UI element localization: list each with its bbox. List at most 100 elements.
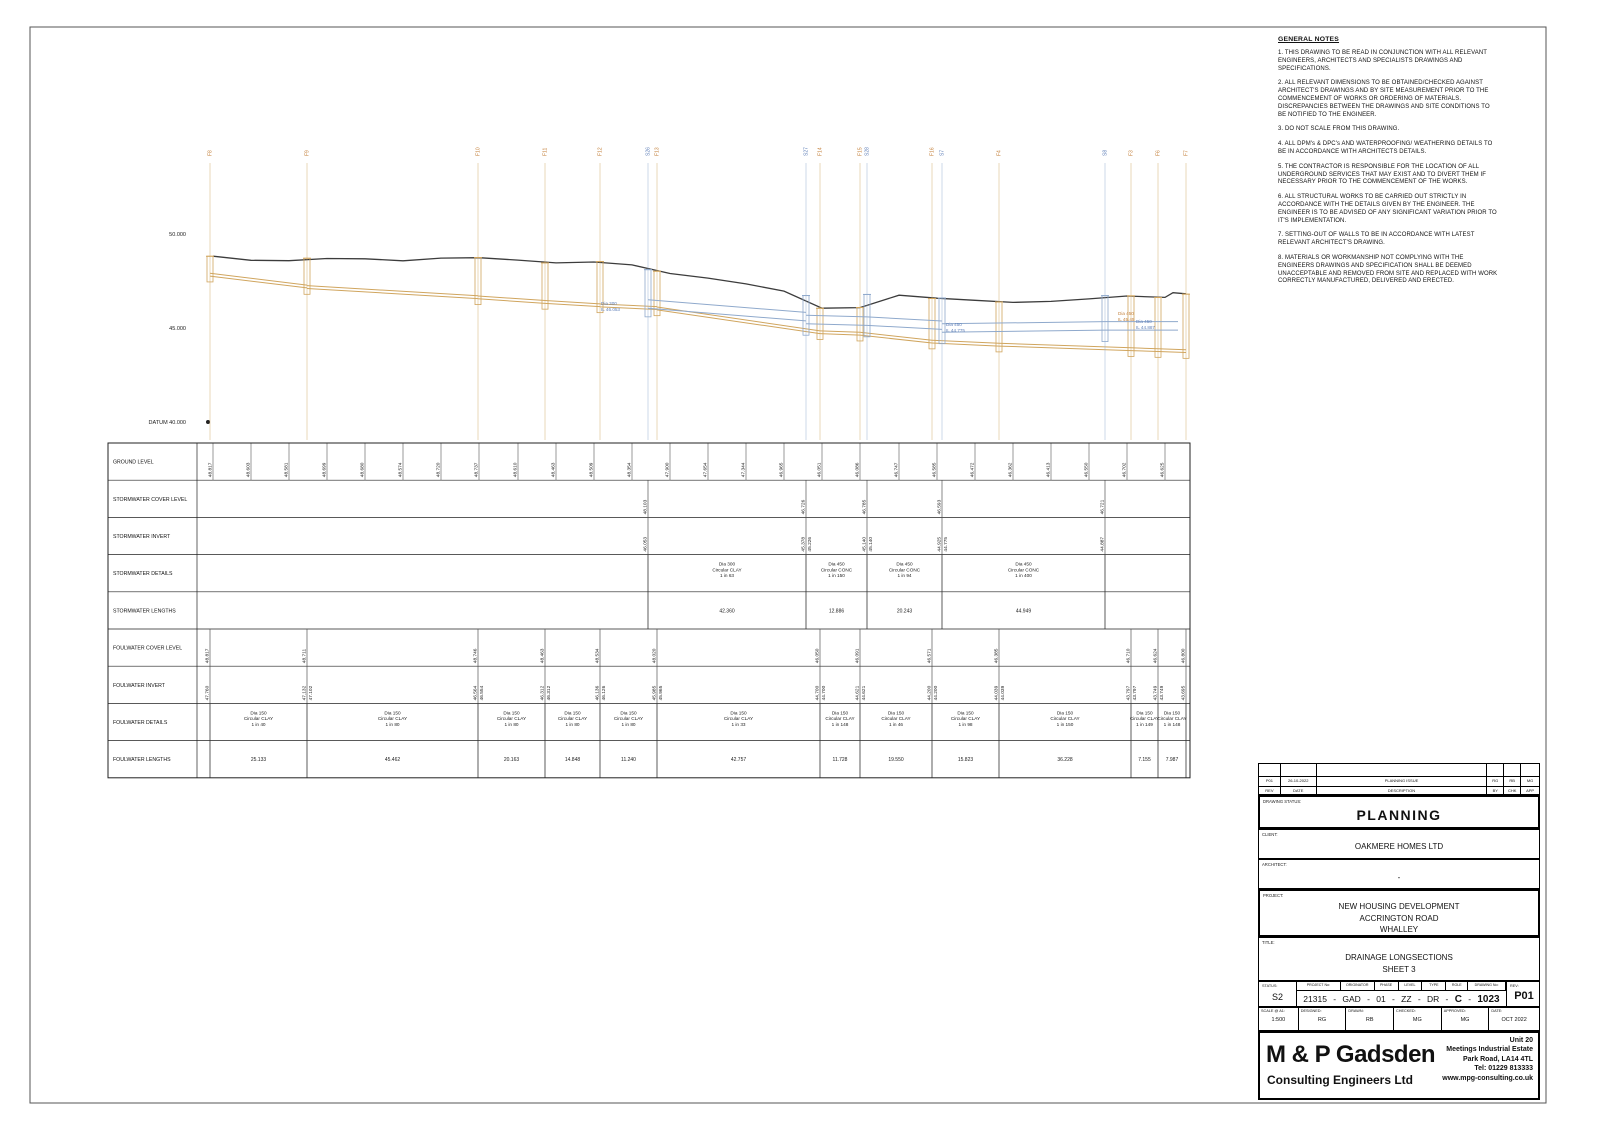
number-part: C: [1454, 993, 1462, 1005]
general-note: 8. MATERIALS OR WORKMANSHIP NOT COMPLYIN…: [1278, 254, 1498, 285]
svg-text:48.463: 48.463: [540, 648, 546, 663]
svg-text:46.747: 46.747: [894, 462, 900, 477]
svg-text:Circular CLAY: Circular CLAY: [497, 716, 527, 721]
project-line: ACCRINGTON ROAD: [1359, 913, 1439, 923]
project-line: WHALLEY: [1379, 925, 1419, 935]
svg-text:46.051: 46.051: [817, 462, 823, 477]
svg-text:47.760: 47.760: [205, 685, 211, 700]
revision-cell: [1259, 764, 1281, 777]
svg-text:45.000: 45.000: [169, 326, 186, 332]
svg-text:F7: F7: [1184, 150, 1190, 156]
revision-cell: RG: [1487, 777, 1505, 787]
general-notes-title: GENERAL NOTES: [1278, 36, 1340, 43]
svg-text:Circular CONC: Circular CONC: [1008, 567, 1040, 572]
svg-text:IL 44.775: IL 44.775: [946, 328, 965, 333]
project-label: PROJECT:: [1263, 893, 1284, 898]
svg-text:1 in 40: 1 in 40: [251, 722, 265, 727]
number-part: -: [1333, 994, 1337, 1004]
svg-text:F12: F12: [598, 147, 604, 156]
svg-text:46.721: 46.721: [1100, 499, 1106, 514]
svg-text:F15: F15: [858, 147, 864, 156]
svg-text:43.749: 43.749: [1153, 685, 1159, 700]
svg-text:Dia 150: Dia 150: [1057, 710, 1074, 715]
svg-text:20.243: 20.243: [897, 608, 913, 614]
svg-text:1 in 46: 1 in 46: [889, 722, 903, 727]
revision-row: P01 26-10-2022 PLANNING ISSUE RG RB MG: [1259, 777, 1539, 787]
svg-text:46.554: 46.554: [479, 685, 485, 700]
svg-text:44.039: 44.039: [994, 685, 1000, 700]
svg-text:46.625: 46.625: [1160, 462, 1166, 477]
svg-text:1 in 98: 1 in 98: [958, 722, 972, 727]
scale-cell: DRAWN: RB: [1346, 1008, 1395, 1030]
svg-text:F8: F8: [208, 150, 214, 156]
svg-text:46.385: 46.385: [994, 648, 1000, 663]
general-note: 6. ALL STRUCTURAL WORKS TO BE CARRIED OU…: [1278, 194, 1497, 224]
svg-text:48.581: 48.581: [284, 462, 290, 477]
svg-text:46.564: 46.564: [473, 685, 479, 700]
svg-text:FOULWATER LENGTHS: FOULWATER LENGTHS: [113, 757, 171, 763]
svg-text:46.785: 46.785: [862, 499, 868, 514]
svg-text:46.593: 46.593: [937, 499, 943, 514]
svg-text:1 in 148: 1 in 148: [1164, 722, 1181, 727]
svg-text:Dia 450: Dia 450: [828, 562, 845, 567]
svg-text:44.200: 44.200: [933, 685, 939, 700]
svg-text:DATUM 40.000: DATUM 40.000: [149, 420, 187, 426]
svg-text:48.509: 48.509: [589, 462, 595, 477]
revision-row: REV DATE DESCRIPTION BY CHK APP: [1259, 786, 1539, 796]
revision-cell: 26-10-2022: [1281, 777, 1317, 787]
client-box: CLIENT: OAKMERE HOMES LTD: [1258, 829, 1540, 859]
svg-text:S8: S8: [1103, 150, 1109, 156]
project-line: NEW HOUSING DEVELOPMENT: [1338, 902, 1460, 911]
svg-text:1 in 150: 1 in 150: [1057, 722, 1074, 727]
svg-text:25.133: 25.133: [251, 757, 267, 763]
architect-label: ARCHITECT:: [1262, 862, 1287, 867]
number-part: GAD: [1342, 994, 1361, 1004]
svg-text:Dia 150: Dia 150: [832, 710, 849, 715]
svg-text:Circular CLAY: Circular CLAY: [724, 716, 754, 721]
svg-text:46.312: 46.312: [546, 685, 552, 700]
svg-text:S26: S26: [646, 147, 652, 156]
svg-text:F6: F6: [1156, 150, 1162, 156]
svg-text:F9: F9: [305, 150, 311, 156]
svg-text:46.413: 46.413: [1046, 462, 1052, 477]
svg-text:Circular CLAY: Circular CLAY: [951, 716, 981, 721]
svg-text:FOULWATER COVER LEVEL: FOULWATER COVER LEVEL: [113, 646, 182, 652]
scale-cell: DESIGNED: RG: [1299, 1008, 1347, 1030]
general-note: 4. ALL DPM's & DPC's AND WATERPROOFING/ …: [1278, 141, 1493, 155]
number-part: -: [1392, 994, 1395, 1004]
title-line: DRAINAGE LONGSECTIONS: [1345, 953, 1453, 962]
svg-text:Circular CLAY: Circular CLAY: [558, 716, 588, 721]
number-header: ROLE: [1446, 982, 1469, 990]
revision-cell: BY: [1487, 786, 1505, 796]
revision-cell: [1281, 764, 1317, 777]
project-box: PROJECT: NEW HOUSING DEVELOPMENT ACCRINGT…: [1258, 889, 1540, 937]
svg-text:11.240: 11.240: [621, 757, 636, 763]
svg-text:48.610: 48.610: [513, 462, 519, 477]
general-note: 5. THE CONTRACTOR IS RESPONSIBLE FOR THE…: [1278, 163, 1487, 186]
svg-text:48.103: 48.103: [643, 499, 649, 514]
number-header: PROJECT No:: [1297, 982, 1341, 990]
svg-text:12.886: 12.886: [829, 608, 845, 614]
svg-text:48.463: 48.463: [551, 462, 557, 477]
foulwater-profile: F8 F9 F10 F11 F12 F13 F14 F15 F16 F4 F3 F6 F7: [206, 147, 1190, 440]
company-name: M & P Gadsden: [1266, 1041, 1436, 1068]
svg-text:46.965: 46.965: [779, 462, 785, 477]
svg-text:Circular CLAY: Circular CLAY: [1050, 716, 1080, 721]
svg-text:44.621: 44.621: [861, 685, 867, 700]
svg-text:19.550: 19.550: [888, 757, 904, 763]
svg-text:46.472: 46.472: [970, 462, 976, 477]
svg-text:42.360: 42.360: [719, 608, 735, 614]
svg-text:45.140: 45.140: [862, 537, 868, 552]
svg-text:STORMWATER LENGTHS: STORMWATER LENGTHS: [113, 608, 176, 614]
svg-text:48.534: 48.534: [595, 648, 601, 663]
svg-text:F11: F11: [543, 148, 549, 156]
status-cell: STATUS: S2: [1259, 982, 1297, 1006]
svg-text:45.462: 45.462: [385, 757, 401, 763]
company-address-line: Unit 20: [1509, 1037, 1533, 1044]
svg-text:44.887: 44.887: [1100, 537, 1106, 552]
svg-text:S28: S28: [865, 147, 871, 156]
svg-text:F13: F13: [655, 147, 661, 156]
